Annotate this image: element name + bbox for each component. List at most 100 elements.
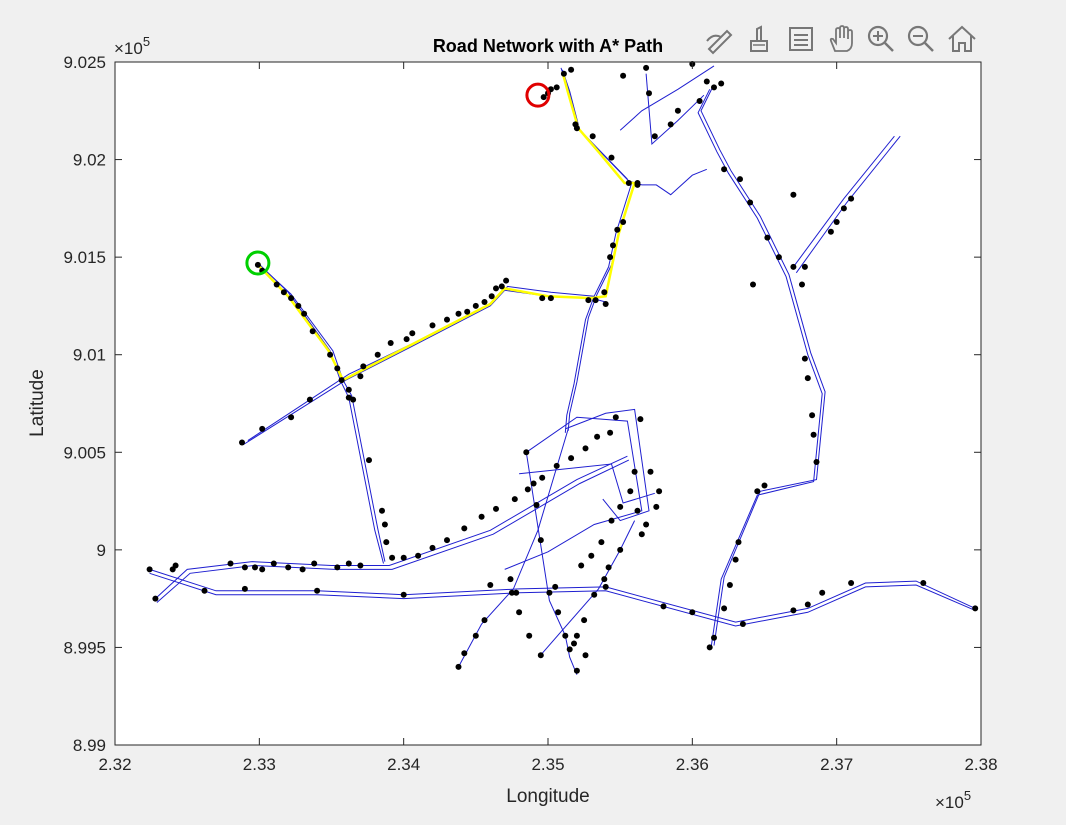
y-tick-label-4: 9.01 xyxy=(73,346,106,365)
node-21 xyxy=(464,308,471,315)
node-130 xyxy=(345,560,352,567)
node-22 xyxy=(472,302,479,309)
road-segment-21 xyxy=(795,135,901,274)
brush-select-icon xyxy=(706,29,733,55)
node-73 xyxy=(637,416,644,423)
node-173 xyxy=(711,634,717,641)
x-exponent-base: ×10 xyxy=(935,793,964,812)
node-79 xyxy=(605,564,612,571)
node-23 xyxy=(481,299,488,305)
node-20 xyxy=(455,310,462,317)
node-75 xyxy=(634,507,641,514)
node-109 xyxy=(617,503,624,510)
node-29 xyxy=(547,295,554,302)
node-180 xyxy=(801,263,808,270)
node-93 xyxy=(461,650,468,657)
node-14 xyxy=(374,351,381,358)
zoom-out-button[interactable] xyxy=(902,20,940,58)
node-99 xyxy=(523,449,530,456)
road-segment-23 xyxy=(619,65,715,131)
node-157 xyxy=(747,199,754,206)
data-cursor-button[interactable] xyxy=(740,20,778,58)
road-segment-12 xyxy=(565,408,650,522)
node-151 xyxy=(703,78,710,85)
node-160 xyxy=(790,263,797,270)
node-90 xyxy=(507,576,514,583)
node-97 xyxy=(533,502,540,508)
road-segment-22 xyxy=(645,73,705,146)
node-91 xyxy=(481,617,488,624)
node-142 xyxy=(689,609,696,616)
node-51 xyxy=(350,396,357,403)
brush-select-button[interactable] xyxy=(700,20,738,58)
node-87 xyxy=(526,632,533,639)
node-13 xyxy=(360,363,367,370)
node-32 xyxy=(602,301,609,307)
node-4 xyxy=(288,295,295,302)
zoom-in-button[interactable] xyxy=(862,20,900,58)
node-131 xyxy=(357,562,364,569)
node-82 xyxy=(581,617,588,624)
node-182 xyxy=(620,72,627,79)
node-94 xyxy=(455,663,462,670)
node-120 xyxy=(169,566,176,573)
legend-button[interactable] xyxy=(782,20,820,58)
pan-button[interactable] xyxy=(822,20,860,58)
node-136 xyxy=(314,587,321,594)
node-132 xyxy=(146,566,153,573)
node-174 xyxy=(706,644,713,651)
node-117 xyxy=(306,396,313,403)
node-84 xyxy=(566,646,573,653)
node-16 xyxy=(403,336,410,343)
x-tick-label-0: 2.32 xyxy=(98,755,131,774)
node-55 xyxy=(383,539,390,546)
node-25 xyxy=(493,285,499,292)
node-96 xyxy=(537,537,544,544)
node-159 xyxy=(775,254,782,261)
node-104 xyxy=(582,652,589,659)
node-35 xyxy=(610,242,616,249)
node-11 xyxy=(345,386,352,393)
axes-toolbar xyxy=(700,20,985,60)
node-42 xyxy=(589,133,596,140)
node-9 xyxy=(334,365,341,372)
y-tick-label-7: 9.025 xyxy=(63,53,106,72)
node-92 xyxy=(472,632,479,639)
home-button[interactable] xyxy=(943,20,981,58)
node-63 xyxy=(493,505,499,512)
node-125 xyxy=(270,560,277,567)
y-exponent: ×105 xyxy=(114,34,150,58)
node-45 xyxy=(540,94,547,101)
node-153 xyxy=(718,80,725,87)
axes-background xyxy=(115,62,981,745)
node-44 xyxy=(572,121,579,128)
node-155 xyxy=(721,166,728,173)
node-171 xyxy=(726,582,733,588)
node-31 xyxy=(592,297,599,304)
node-126 xyxy=(285,564,292,571)
node-156 xyxy=(737,176,743,183)
node-48 xyxy=(553,84,560,91)
node-124 xyxy=(259,566,266,573)
node-129 xyxy=(334,564,341,571)
node-148 xyxy=(920,580,927,586)
x-tick-label-2: 2.34 xyxy=(387,755,420,774)
node-144 xyxy=(790,607,797,614)
node-100 xyxy=(546,589,553,596)
node-111 xyxy=(647,468,654,475)
node-108 xyxy=(608,517,615,524)
node-72 xyxy=(612,414,619,421)
road-segment-7 xyxy=(149,572,976,627)
x-tick-label-6: 2.38 xyxy=(964,755,997,774)
node-95 xyxy=(513,589,520,596)
node-17 xyxy=(409,330,416,337)
node-163 xyxy=(804,375,811,382)
node-2 xyxy=(273,281,280,288)
node-175 xyxy=(790,191,797,198)
node-76 xyxy=(643,521,650,528)
node-86 xyxy=(537,652,544,659)
node-38 xyxy=(625,180,632,186)
node-81 xyxy=(591,591,598,598)
road-segment-16 xyxy=(458,428,569,668)
node-50 xyxy=(568,66,575,73)
